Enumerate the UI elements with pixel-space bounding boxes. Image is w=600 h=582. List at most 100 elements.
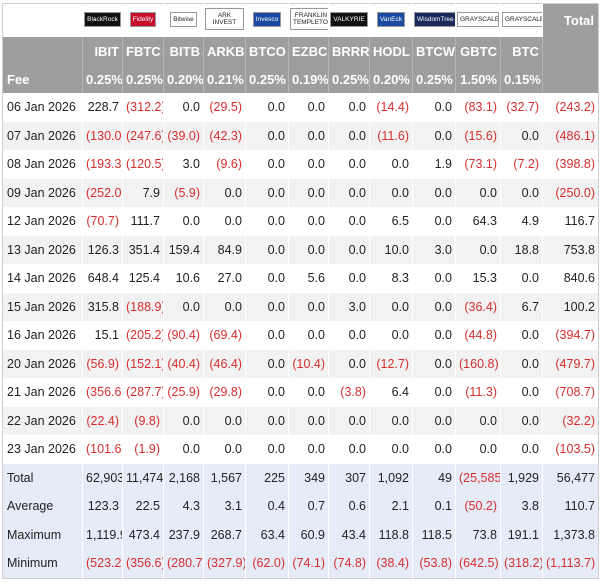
flow-value: 0.0 [288,235,329,264]
flow-value: (44.8) [455,321,501,350]
flow-value: 0.7 [288,492,329,521]
flow-value: 0.0 [288,292,329,321]
date-row: 14 Jan 2026 648.4 125.4 10.6 27.0 0.0 5.6 0.0 8.… [3,264,599,293]
flow-value: 0.0 [203,207,246,236]
flow-value: (9.8) [122,406,164,435]
flow-value: 3.0 [328,292,370,321]
flow-value: 0.0 [328,235,370,264]
flow-value: 1,119.9 [82,520,123,549]
row-label: 13 Jan 2026 [2,235,83,264]
flow-value: 0.0 [163,93,204,122]
flow-value: (356.6) [122,549,164,578]
ticker: FBTC [122,37,164,65]
flow-value: 118.8 [369,520,413,549]
flow-value: (11.3) [455,378,501,407]
row-label: 22 Jan 2026 [2,406,83,435]
empty-cell [542,65,599,93]
ticker: BTCW [412,37,456,65]
flow-value: (280.7) [163,549,204,578]
flow-value: 0.0 [500,178,543,207]
row-label: Maximum [2,520,83,549]
summary-row: Maximum1,119.9473.4237.9268.763.460.943.… [2,520,599,549]
flow-value: (40.4) [163,349,204,378]
flow-value: 0.0 [288,207,329,236]
flow-value: 228.7 [82,93,123,122]
flow-value: (101.6) [82,435,123,464]
flow-value: 0.0 [203,435,246,464]
logo-cell: BlackRock [82,3,123,37]
flow-value: 116.7 [542,207,599,236]
flow-value: 0.0 [500,435,543,464]
flow-value: (14.4) [369,93,413,122]
date-row: 06 Jan 2026 228.7 (312.2) 0.0 (29.5) 0.0 0.0 0.… [3,93,599,122]
flow-value: (642.5) [455,549,501,578]
flow-value: (15.6) [455,121,501,150]
flow-value: 0.0 [163,435,204,464]
flow-value: (287.7) [122,378,164,407]
flow-value: 0.0 [288,435,329,464]
flow-value: 0.0 [245,264,289,293]
flow-value: 0.0 [288,150,329,179]
flow-value: (10.4) [288,349,329,378]
flow-value: 473.4 [122,520,164,549]
flow-value: (32.2) [542,406,599,435]
logo-cell: VanEck [369,3,413,37]
flow-value: 349 [288,463,329,492]
flow-value: (83.1) [455,93,501,122]
flow-value: 0.0 [328,349,370,378]
flow-value: (479.7) [542,349,599,378]
flow-value: (38.4) [369,549,413,578]
flow-value: (188.9) [122,292,164,321]
ticker: BRRR [328,37,370,65]
flow-value: 0.0 [203,406,246,435]
ticker-row: IBIT FBTC BITB ARKB BTCO EZBC BRRR HODL BTCW GBTC… [2,37,599,65]
fee-row: Fee 0.25% 0.25% 0.20% 0.21% 0.25% 0.19% 0.25% 0.… [2,65,599,93]
row-label: 06 Jan 2026 [7,100,76,115]
row-label: 09 Jan 2026 [2,178,83,207]
date-row: 20 Jan 2026 (56.9) (152.1) (40.4) (46.4) 0.0(… [2,349,599,378]
flow-value: 125.4 [122,264,164,293]
date-row: 13 Jan 2026 126.3 351.4 159.4 84.9 0.0 0.0 0.0 1… [2,235,599,264]
fee: 1.50% [455,65,501,93]
flow-value: 118.5 [412,520,456,549]
flow-value: 191.1 [500,520,543,549]
issuer-logo: Bitwise [170,11,197,27]
flow-value: 0.0 [500,378,543,407]
flow-value: 126.3 [82,235,123,264]
flow-value: 0.0 [369,321,413,350]
flow-value: 159.4 [163,235,204,264]
flow-value: (312.2) [122,93,164,122]
flow-value: (50.2) [455,492,501,521]
flow-value: 22.5 [122,492,164,521]
flow-value: (36.4) [455,292,501,321]
flow-value: 110.7 [542,492,599,521]
flow-value: 0.0 [245,235,289,264]
flow-value: 64.3 [455,207,501,236]
flow-value: (53.8) [412,549,456,578]
flow-value: 0.0 [245,435,289,464]
flow-value: (250.0) [542,178,599,207]
flow-value: 0.0 [369,178,413,207]
flow-value: 0.0 [412,264,456,293]
ticker: BITB [163,37,204,65]
flow-value: 0.0 [163,292,204,321]
flow-value: 0.0 [203,292,246,321]
flow-value: (12.7) [369,349,413,378]
fee: 0.25% [328,65,370,93]
logo-cell: WisdomTree [412,3,456,37]
flow-value: 0.0 [369,406,413,435]
flow-value: (327.9) [203,549,246,578]
flow-value: 0.0 [369,292,413,321]
flow-value: 7.9 [122,178,164,207]
flow-value: (3.8) [328,378,370,407]
flow-value: (29.8) [203,378,246,407]
flow-value: 4.9 [500,207,543,236]
flow-value: (398.8) [542,150,599,179]
flow-value: 1,092 [369,463,413,492]
issuer-logo: FRANKLIN TEMPLETON [290,8,329,30]
flow-value: 60.9 [288,520,329,549]
flow-value: 6.7 [500,292,543,321]
flow-value: 268.7 [203,520,246,549]
flow-value: 0.0 [288,93,329,122]
